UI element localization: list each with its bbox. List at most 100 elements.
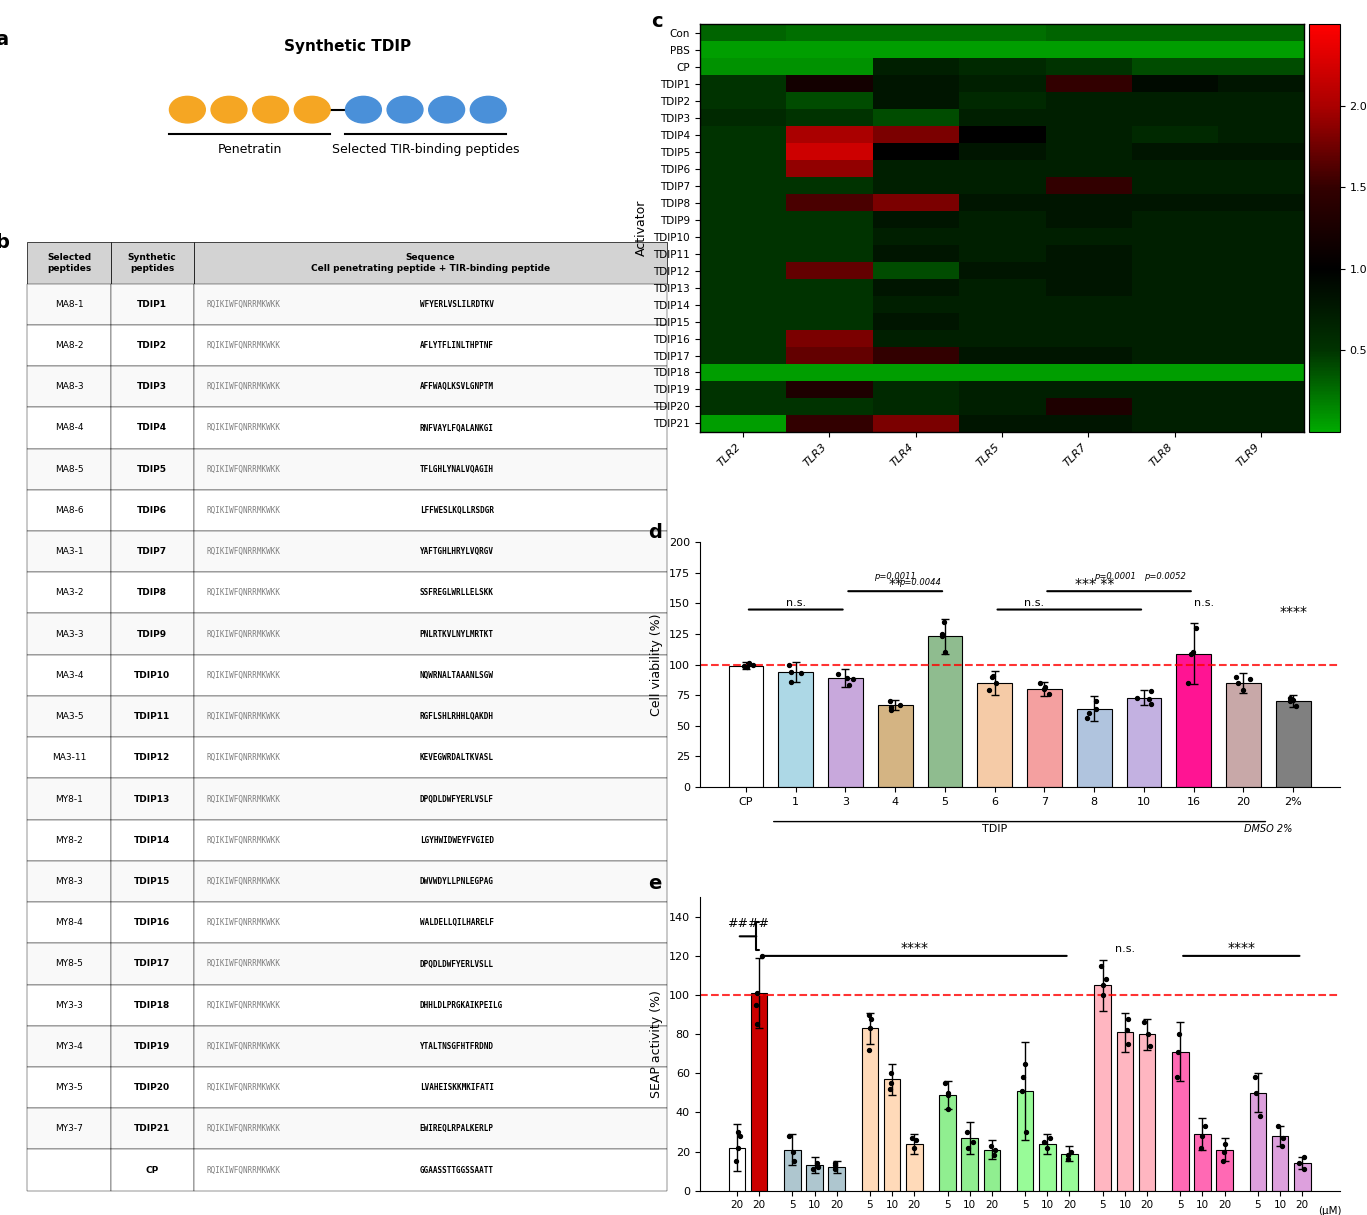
Circle shape [253, 96, 288, 123]
Text: p=0.0001: p=0.0001 [1094, 572, 1136, 581]
Text: MA8-6: MA8-6 [55, 505, 83, 515]
FancyBboxPatch shape [111, 902, 194, 943]
Text: MY8-1: MY8-1 [55, 795, 83, 803]
Point [1059, 1142, 1081, 1162]
Text: Synthetic TDIP: Synthetic TDIP [284, 39, 411, 53]
Text: MY8-2: MY8-2 [55, 836, 83, 844]
Text: Sequence
Cell penetrating peptide + TIR-binding peptide: Sequence Cell penetrating peptide + TIR-… [312, 253, 550, 272]
FancyBboxPatch shape [111, 283, 194, 324]
FancyBboxPatch shape [27, 902, 111, 943]
Point [778, 1126, 800, 1146]
FancyBboxPatch shape [111, 243, 194, 283]
Text: p=0.0011: p=0.0011 [875, 572, 916, 581]
Bar [828, 678, 863, 787]
Point [935, 643, 957, 662]
Point [1092, 985, 1114, 1005]
Point [962, 1132, 984, 1152]
Point [1126, 688, 1148, 707]
Point [782, 1142, 804, 1162]
Text: PNLRTKVLNYLMRTKT: PNLRTKVLNYLMRTKT [420, 629, 493, 639]
FancyBboxPatch shape [194, 531, 667, 572]
Point [879, 691, 901, 711]
Point [1180, 644, 1202, 663]
Text: TDIP4: TDIP4 [137, 424, 167, 433]
Point [879, 697, 901, 717]
Text: ****: **** [1280, 605, 1307, 618]
FancyBboxPatch shape [111, 820, 194, 861]
Bar [884, 1079, 901, 1191]
Point [1226, 673, 1248, 693]
Circle shape [346, 96, 381, 123]
FancyBboxPatch shape [111, 738, 194, 779]
Point [842, 669, 864, 689]
Text: RGFLSHLRHHLQAKDH: RGFLSHLRHHLQAKDH [420, 712, 493, 720]
Text: RQIKIWFQNRRMKWKK: RQIKIWFQNRRMKWKK [206, 1124, 280, 1134]
FancyBboxPatch shape [27, 1067, 111, 1108]
Point [1293, 1159, 1315, 1179]
Text: DPQDLDWFYERLVSLF: DPQDLDWFYERLVSLF [420, 795, 493, 803]
FancyBboxPatch shape [194, 861, 667, 902]
Bar [1249, 1092, 1266, 1191]
FancyBboxPatch shape [27, 614, 111, 655]
Bar [878, 705, 913, 787]
Point [904, 1138, 925, 1158]
Bar [928, 637, 962, 787]
Text: RQIKIWFQNRRMKWKK: RQIKIWFQNRRMKWKK [206, 629, 280, 639]
Point [725, 1152, 746, 1171]
Point [1084, 699, 1106, 718]
Text: TDIP7: TDIP7 [137, 547, 167, 556]
Text: LVAHEISKKMKIFATI: LVAHEISKKMKIFATI [420, 1083, 493, 1092]
Text: GGAASSTTGGSSAATT: GGAASSTTGGSSAATT [420, 1165, 493, 1175]
FancyBboxPatch shape [194, 696, 667, 738]
Point [1033, 1132, 1055, 1152]
FancyBboxPatch shape [27, 366, 111, 407]
Bar [729, 666, 763, 787]
Point [1115, 1021, 1137, 1040]
Text: Selected
peptides: Selected peptides [46, 253, 92, 272]
Point [729, 1126, 750, 1146]
Point [1185, 618, 1207, 638]
Text: b: b [0, 233, 10, 252]
Bar [1176, 654, 1211, 787]
Point [1293, 1148, 1315, 1168]
Text: KEVEGWRDALTKVASL: KEVEGWRDALTKVASL [420, 753, 493, 762]
Point [1117, 1008, 1139, 1028]
Point [984, 1140, 1006, 1159]
Bar [1295, 1163, 1311, 1191]
Text: TDIP3: TDIP3 [137, 383, 167, 391]
Text: RQIKIWFQNRRMKWKK: RQIKIWFQNRRMKWKK [206, 300, 280, 309]
FancyBboxPatch shape [194, 943, 667, 984]
Text: RQIKIWFQNRRMKWKK: RQIKIWFQNRRMKWKK [206, 960, 280, 968]
Bar [828, 1168, 845, 1191]
FancyBboxPatch shape [111, 572, 194, 614]
Text: n.s.: n.s. [1024, 598, 1044, 608]
Bar [1077, 708, 1111, 787]
FancyBboxPatch shape [111, 984, 194, 1025]
Text: LFFWESLKQLLRSDGR: LFFWESLKQLLRSDGR [420, 505, 493, 515]
Text: n.s.: n.s. [786, 598, 805, 608]
Text: TDIP19: TDIP19 [134, 1042, 171, 1051]
Bar [1027, 689, 1062, 787]
Point [1226, 667, 1248, 686]
Text: MA3-11: MA3-11 [52, 753, 86, 762]
Point [890, 695, 912, 714]
Circle shape [294, 96, 331, 123]
Text: RQIKIWFQNRRMKWKK: RQIKIWFQNRRMKWKK [206, 1165, 280, 1175]
Text: c: c [651, 12, 663, 32]
FancyBboxPatch shape [27, 1149, 111, 1191]
Text: RQIKIWFQNRRMKWKK: RQIKIWFQNRRMKWKK [206, 919, 280, 927]
FancyBboxPatch shape [111, 324, 194, 366]
Point [1133, 1013, 1155, 1033]
Text: MA8-4: MA8-4 [55, 424, 83, 433]
FancyBboxPatch shape [27, 243, 111, 283]
Point [936, 1085, 958, 1104]
Circle shape [387, 96, 422, 123]
Point [737, 657, 759, 677]
Text: n.s.: n.s. [1193, 598, 1214, 608]
FancyBboxPatch shape [27, 861, 111, 902]
FancyBboxPatch shape [194, 1025, 667, 1067]
Bar [807, 1165, 823, 1191]
Text: Selected TIR-binding peptides: Selected TIR-binding peptides [332, 143, 519, 156]
Point [750, 946, 772, 966]
Point [1288, 1153, 1310, 1172]
